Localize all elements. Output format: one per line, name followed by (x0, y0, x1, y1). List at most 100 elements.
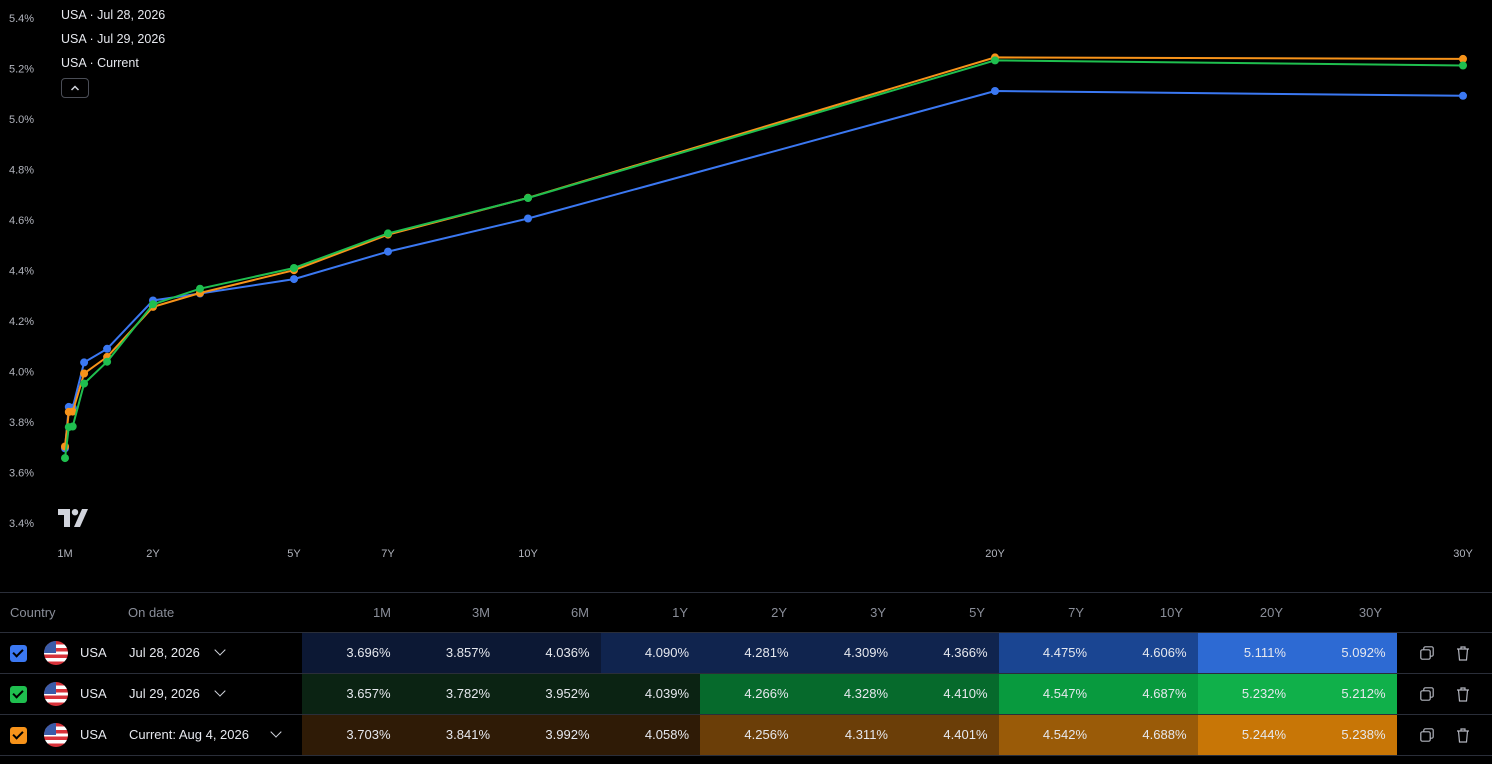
value-cell: 4.328% (799, 674, 899, 714)
value-cell-text: 3.657% (346, 686, 391, 701)
data-point[interactable] (524, 214, 532, 223)
y-tick-label: 4.2% (9, 316, 34, 328)
value-cell-text: 4.311% (844, 727, 888, 742)
value-cell: 5.092% (1297, 633, 1397, 673)
trash-icon[interactable] (1456, 728, 1470, 743)
legend-item[interactable]: USA · Current (61, 56, 139, 70)
copy-icon[interactable] (1420, 687, 1434, 701)
data-point[interactable] (991, 87, 999, 95)
value-cell: 4.475% (998, 633, 1098, 673)
value-cell-text: 4.281% (744, 645, 789, 660)
row-date[interactable]: Jul 29, 2026 (129, 686, 200, 701)
row-visibility-checkbox[interactable] (10, 645, 27, 662)
data-point[interactable] (80, 358, 89, 367)
data-point[interactable] (61, 442, 69, 451)
data-point[interactable] (290, 264, 298, 272)
value-cell-text: 4.058% (644, 727, 689, 742)
chevron-down-icon[interactable] (214, 685, 226, 697)
value-cell: 5.111% (1197, 633, 1297, 673)
data-point[interactable] (1459, 91, 1467, 100)
divider (0, 673, 1492, 674)
table-row: USA Jul 28, 2026 3.696% 3.857% 4.036% 4.090… (0, 633, 1492, 673)
trash-icon[interactable] (1456, 646, 1470, 661)
y-tick-label: 5.2% (9, 64, 34, 76)
value-cell-text: 4.366% (943, 645, 988, 660)
data-point[interactable] (290, 275, 298, 284)
usa-flag-icon (44, 641, 68, 665)
value-cell: 3.857% (401, 633, 501, 673)
value-cell-text: 3.696% (346, 645, 391, 660)
data-point[interactable] (103, 344, 112, 353)
data-point[interactable] (1459, 61, 1467, 70)
row-visibility-checkbox[interactable] (10, 727, 27, 744)
legend-collapse-button[interactable] (61, 78, 89, 98)
row-date[interactable]: Jul 28, 2026 (129, 645, 200, 660)
value-cell: 4.036% (501, 633, 601, 673)
table-row: USA Jul 29, 2026 3.657% 3.782% 3.952% 4.039… (0, 674, 1492, 714)
value-cell: 4.410% (899, 674, 999, 714)
header-tenor: 3M (471, 605, 490, 620)
value-cell: 5.212% (1297, 674, 1397, 714)
value-cell: 3.782% (401, 674, 501, 714)
data-point[interactable] (61, 454, 69, 463)
data-point[interactable] (384, 247, 392, 256)
header-tenor: 6M (570, 605, 589, 620)
data-point[interactable] (80, 379, 89, 388)
value-cell: 4.401% (899, 715, 999, 755)
legend-item[interactable]: USA · Jul 28, 2026 (61, 8, 166, 22)
value-cell-text: 4.256% (744, 727, 789, 742)
value-cell: 4.547% (998, 674, 1098, 714)
chevron-down-icon[interactable] (270, 726, 282, 738)
data-point[interactable] (524, 194, 532, 202)
value-cell-text: 3.857% (445, 645, 490, 660)
data-point[interactable] (149, 300, 157, 309)
trash-icon[interactable] (1456, 687, 1470, 702)
value-cell-text: 4.401% (943, 727, 988, 742)
yield-curve-chart: 5.4% 5.2% 5.0% 4.8% 4.6% 4.4% 4.2% 4.0% 3.8% 3.6%… (9, 13, 1473, 560)
series-line (64, 56, 1464, 447)
x-tick-label: 30Y (1453, 548, 1473, 560)
legend-item[interactable]: USA · Jul 29, 2026 (61, 32, 166, 46)
value-cell: 3.841% (401, 715, 501, 755)
value-cell-text: 4.547% (1042, 686, 1087, 701)
value-cell: 4.256% (700, 715, 800, 755)
header-tenor: 7Y (1068, 605, 1084, 620)
chevron-up-icon (70, 85, 80, 91)
value-cell-text: 3.952% (545, 686, 590, 701)
y-tick-label: 5.4% (9, 13, 34, 25)
data-point[interactable] (991, 56, 999, 65)
row-country: USA (80, 727, 107, 742)
data-point[interactable] (68, 407, 77, 416)
value-cell-text: 5.212% (1341, 686, 1386, 701)
header-tenor: 3Y (870, 605, 886, 620)
x-tick-label: 7Y (381, 548, 395, 560)
value-cell: 4.688% (1098, 715, 1198, 755)
row-visibility-checkbox[interactable] (10, 686, 27, 703)
row-date[interactable]: Current: Aug 4, 2026 (129, 727, 249, 742)
data-point[interactable] (384, 229, 392, 238)
data-point[interactable] (103, 357, 112, 366)
value-cell-text: 4.542% (1042, 727, 1087, 742)
x-tick-label: 2Y (146, 548, 160, 560)
series-line (64, 59, 1464, 459)
chevron-down-icon[interactable] (214, 644, 226, 656)
header-tenor: 30Y (1358, 605, 1382, 620)
header-tenor: 2Y (771, 605, 787, 620)
value-cell: 5.232% (1197, 674, 1297, 714)
x-tick-label: 20Y (985, 548, 1005, 560)
value-cell-text: 4.036% (545, 645, 590, 660)
table-header: Country On date 1M 3M 6M 1Y 2Y 3Y 5Y 7Y … (0, 593, 1492, 633)
copy-icon[interactable] (1420, 646, 1434, 660)
usa-flag-icon (44, 723, 68, 747)
data-point[interactable] (1459, 54, 1467, 63)
data-point[interactable] (196, 284, 204, 293)
header-country: Country (10, 605, 56, 620)
data-point[interactable] (80, 369, 89, 378)
y-tick-label: 5.0% (9, 114, 34, 126)
copy-icon[interactable] (1420, 728, 1434, 742)
value-cell: 4.542% (998, 715, 1098, 755)
value-cell-text: 4.328% (843, 686, 888, 701)
table-row: USA Current: Aug 4, 2026 3.703% 3.841% 3.9… (0, 715, 1492, 755)
divider (0, 755, 1492, 756)
data-point[interactable] (68, 422, 77, 431)
